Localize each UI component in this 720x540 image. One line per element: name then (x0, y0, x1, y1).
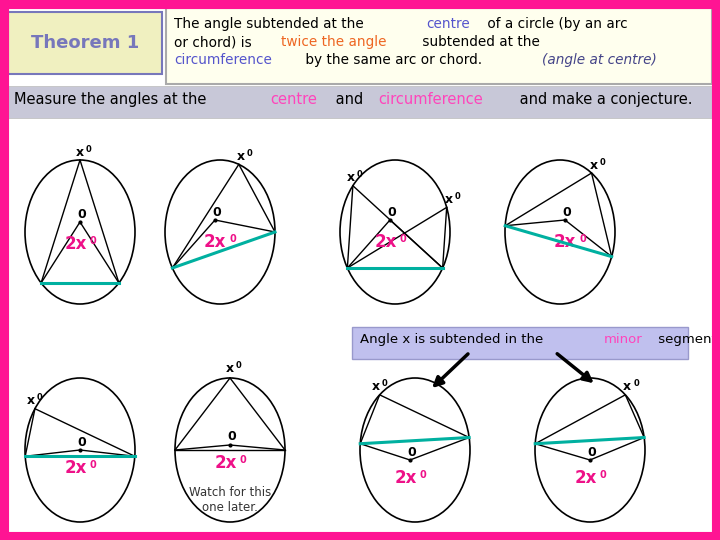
Text: 0: 0 (78, 207, 86, 220)
Text: 2x: 2x (554, 233, 576, 251)
Text: x: x (27, 394, 35, 407)
Text: 0: 0 (387, 206, 397, 219)
Text: 0: 0 (229, 234, 235, 244)
Text: minor: minor (603, 333, 642, 346)
Text: 0: 0 (86, 145, 91, 153)
Text: subtended at the: subtended at the (418, 35, 539, 49)
Text: 0: 0 (634, 379, 639, 388)
Text: x: x (347, 171, 355, 184)
Text: 2x: 2x (65, 459, 87, 477)
Text: twice the angle: twice the angle (281, 35, 386, 49)
Text: x: x (445, 193, 453, 206)
Text: (angle at centre): (angle at centre) (542, 53, 657, 67)
Text: 0: 0 (400, 234, 407, 244)
Text: 0: 0 (382, 379, 387, 388)
Text: 0: 0 (562, 206, 572, 219)
Text: Theorem 1: Theorem 1 (31, 34, 139, 52)
FancyBboxPatch shape (6, 86, 714, 118)
Text: 2x: 2x (204, 233, 226, 251)
Text: 0: 0 (247, 149, 253, 158)
Text: x: x (76, 145, 84, 159)
Text: circumference: circumference (174, 53, 272, 67)
Text: 0: 0 (408, 446, 416, 458)
Text: x: x (624, 380, 631, 393)
FancyBboxPatch shape (352, 327, 688, 359)
Text: 2x: 2x (375, 233, 397, 251)
Text: 0: 0 (579, 234, 586, 244)
Text: 0: 0 (240, 455, 247, 465)
Text: 2x: 2x (575, 469, 597, 487)
Text: segment.: segment. (654, 333, 720, 346)
Text: 0: 0 (455, 192, 460, 201)
Text: by the same arc or chord.: by the same arc or chord. (301, 53, 487, 67)
Text: x: x (590, 159, 598, 172)
Text: The angle subtended at the: The angle subtended at the (174, 17, 368, 31)
Text: 0: 0 (212, 206, 221, 219)
Text: Angle x is subtended in the: Angle x is subtended in the (360, 333, 547, 346)
Text: 0: 0 (90, 236, 96, 246)
Text: 0: 0 (357, 170, 363, 179)
Text: 2x: 2x (395, 469, 417, 487)
Text: 0: 0 (420, 470, 427, 480)
Text: 0: 0 (37, 393, 42, 402)
Text: 0: 0 (78, 435, 86, 449)
Text: 0: 0 (90, 460, 96, 470)
Text: of a circle (by an arc: of a circle (by an arc (483, 17, 628, 31)
Text: or chord) is: or chord) is (174, 35, 256, 49)
Text: Watch for this
one later.: Watch for this one later. (189, 486, 271, 514)
Text: centre: centre (270, 92, 317, 107)
Text: 2x: 2x (215, 454, 237, 472)
Text: x: x (226, 362, 234, 375)
Text: and: and (330, 92, 368, 107)
Text: circumference: circumference (379, 92, 483, 107)
Text: centre: centre (426, 17, 470, 31)
Text: 0: 0 (600, 470, 607, 480)
Text: 0: 0 (588, 446, 596, 458)
FancyBboxPatch shape (166, 8, 712, 84)
Text: 2x: 2x (65, 235, 87, 253)
FancyBboxPatch shape (8, 12, 162, 74)
Text: 0: 0 (600, 158, 606, 166)
Text: and make a conjecture.: and make a conjecture. (515, 92, 692, 107)
Text: 0: 0 (236, 361, 242, 370)
Text: Measure the angles at the: Measure the angles at the (14, 92, 211, 107)
Text: 0: 0 (228, 430, 236, 443)
Text: x: x (372, 380, 379, 393)
Text: x: x (237, 150, 245, 163)
